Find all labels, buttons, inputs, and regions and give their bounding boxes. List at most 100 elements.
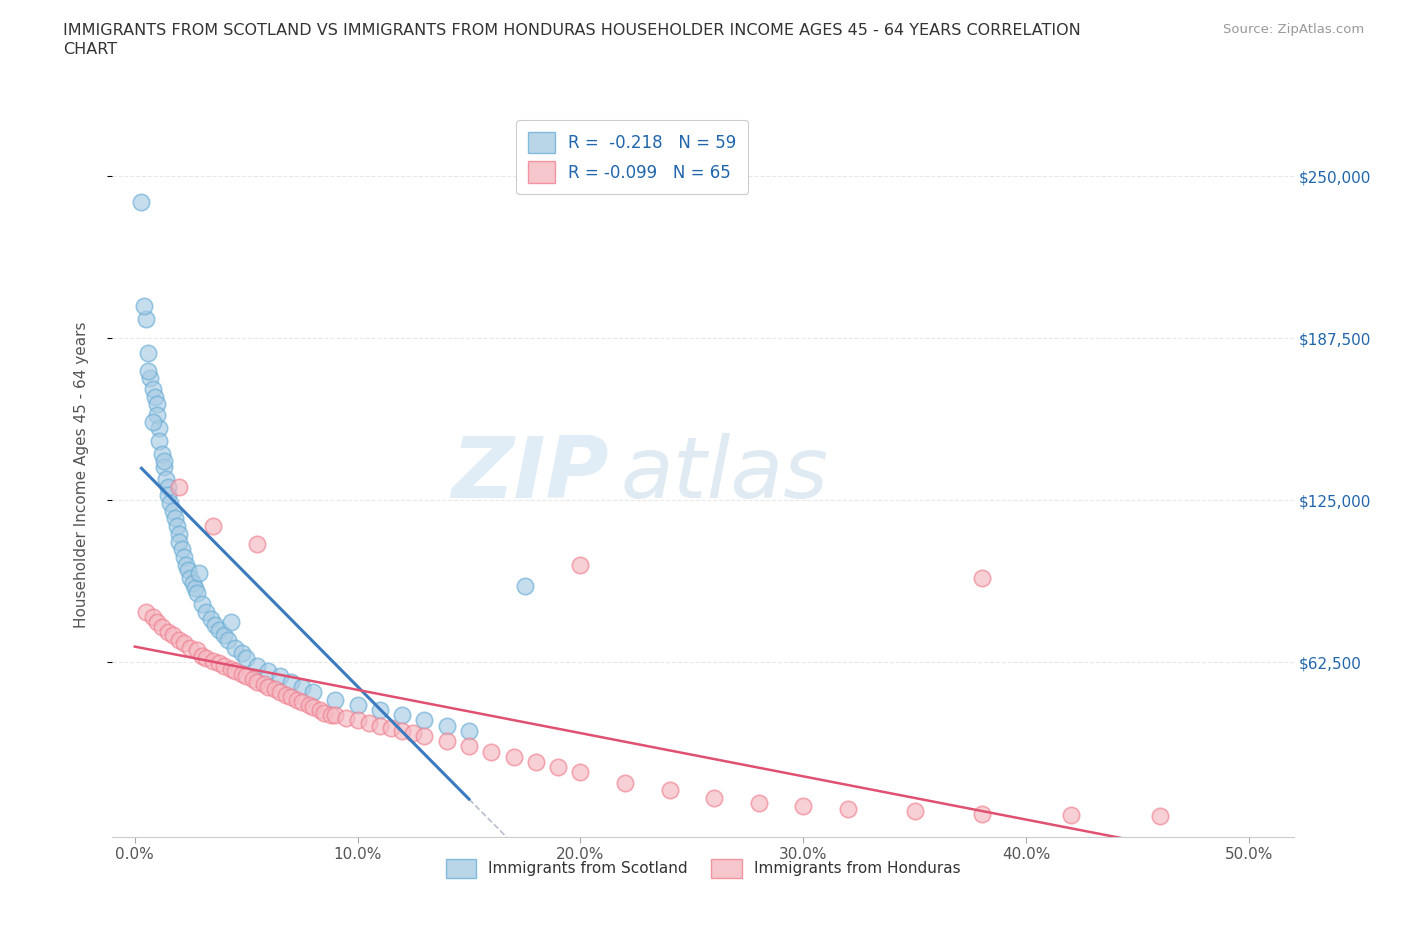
Point bbox=[231, 645, 253, 660]
Point bbox=[391, 708, 413, 723]
Point bbox=[148, 420, 170, 435]
Point bbox=[155, 472, 177, 487]
Point bbox=[1149, 809, 1171, 824]
Point bbox=[170, 542, 193, 557]
Point bbox=[224, 664, 246, 679]
Point bbox=[1060, 807, 1083, 822]
Point bbox=[208, 622, 231, 637]
Point bbox=[246, 537, 269, 551]
Point bbox=[280, 674, 302, 689]
Point bbox=[219, 661, 242, 676]
Point bbox=[904, 804, 927, 818]
Text: IMMIGRANTS FROM SCOTLAND VS IMMIGRANTS FROM HONDURAS HOUSEHOLDER INCOME AGES 45 : IMMIGRANTS FROM SCOTLAND VS IMMIGRANTS F… bbox=[63, 23, 1081, 38]
Point bbox=[150, 446, 173, 461]
Point bbox=[569, 558, 592, 573]
Point bbox=[157, 480, 180, 495]
Point bbox=[135, 312, 157, 326]
Point bbox=[231, 666, 253, 681]
Point bbox=[314, 705, 336, 720]
Point bbox=[173, 550, 195, 565]
Point bbox=[257, 679, 280, 694]
Point bbox=[748, 796, 770, 811]
Point bbox=[190, 648, 212, 663]
Point bbox=[169, 526, 191, 541]
Point bbox=[181, 576, 204, 591]
Point bbox=[163, 511, 186, 525]
Point bbox=[614, 776, 637, 790]
Point bbox=[253, 677, 276, 692]
Point bbox=[547, 760, 569, 775]
Point bbox=[323, 708, 346, 723]
Point bbox=[174, 558, 197, 573]
Point bbox=[186, 643, 208, 658]
Point bbox=[184, 581, 207, 596]
Point bbox=[280, 690, 302, 705]
Point bbox=[208, 656, 231, 671]
Point bbox=[291, 679, 314, 694]
Point bbox=[458, 738, 481, 753]
Text: CHART: CHART bbox=[63, 42, 117, 57]
Point bbox=[970, 806, 993, 821]
Point bbox=[146, 615, 169, 630]
Point bbox=[212, 658, 235, 673]
Point bbox=[302, 700, 325, 715]
Point bbox=[148, 433, 170, 448]
Point bbox=[357, 715, 380, 730]
Point bbox=[323, 692, 346, 707]
Point bbox=[346, 698, 368, 712]
Point bbox=[319, 708, 342, 723]
Point bbox=[569, 764, 592, 779]
Point bbox=[204, 618, 226, 632]
Text: ZIP: ZIP bbox=[451, 432, 609, 516]
Point bbox=[368, 703, 391, 718]
Point bbox=[335, 711, 357, 725]
Point bbox=[146, 407, 169, 422]
Point bbox=[142, 609, 165, 624]
Point bbox=[235, 669, 257, 684]
Point bbox=[242, 671, 264, 686]
Point bbox=[658, 783, 681, 798]
Point bbox=[212, 628, 235, 643]
Point bbox=[368, 718, 391, 733]
Point bbox=[152, 454, 174, 469]
Point bbox=[195, 604, 218, 619]
Point bbox=[136, 364, 159, 379]
Point bbox=[479, 744, 502, 759]
Point bbox=[135, 604, 157, 619]
Legend: Immigrants from Scotland, Immigrants from Honduras: Immigrants from Scotland, Immigrants fro… bbox=[440, 853, 966, 884]
Point bbox=[224, 641, 246, 656]
Point bbox=[302, 684, 325, 699]
Point bbox=[139, 371, 162, 386]
Point bbox=[132, 299, 155, 313]
Point bbox=[166, 519, 188, 534]
Point bbox=[173, 635, 195, 650]
Point bbox=[131, 195, 153, 210]
Point bbox=[169, 480, 191, 495]
Point bbox=[837, 801, 859, 816]
Point bbox=[436, 718, 458, 733]
Point bbox=[308, 703, 330, 718]
Point bbox=[157, 487, 180, 502]
Point bbox=[179, 570, 201, 585]
Point bbox=[201, 519, 224, 534]
Point bbox=[179, 641, 201, 656]
Point bbox=[291, 695, 314, 710]
Point bbox=[703, 790, 725, 805]
Point bbox=[188, 565, 211, 580]
Point bbox=[219, 615, 242, 630]
Point bbox=[276, 687, 298, 702]
Text: atlas: atlas bbox=[620, 432, 828, 516]
Point bbox=[287, 692, 309, 707]
Point bbox=[346, 713, 368, 728]
Point bbox=[413, 713, 436, 728]
Point bbox=[217, 632, 239, 647]
Point bbox=[190, 596, 212, 611]
Point bbox=[142, 381, 165, 396]
Point bbox=[264, 682, 287, 697]
Point bbox=[169, 534, 191, 549]
Point bbox=[142, 415, 165, 430]
Point bbox=[380, 721, 402, 736]
Point bbox=[200, 612, 222, 627]
Point bbox=[246, 674, 269, 689]
Point bbox=[257, 664, 280, 679]
